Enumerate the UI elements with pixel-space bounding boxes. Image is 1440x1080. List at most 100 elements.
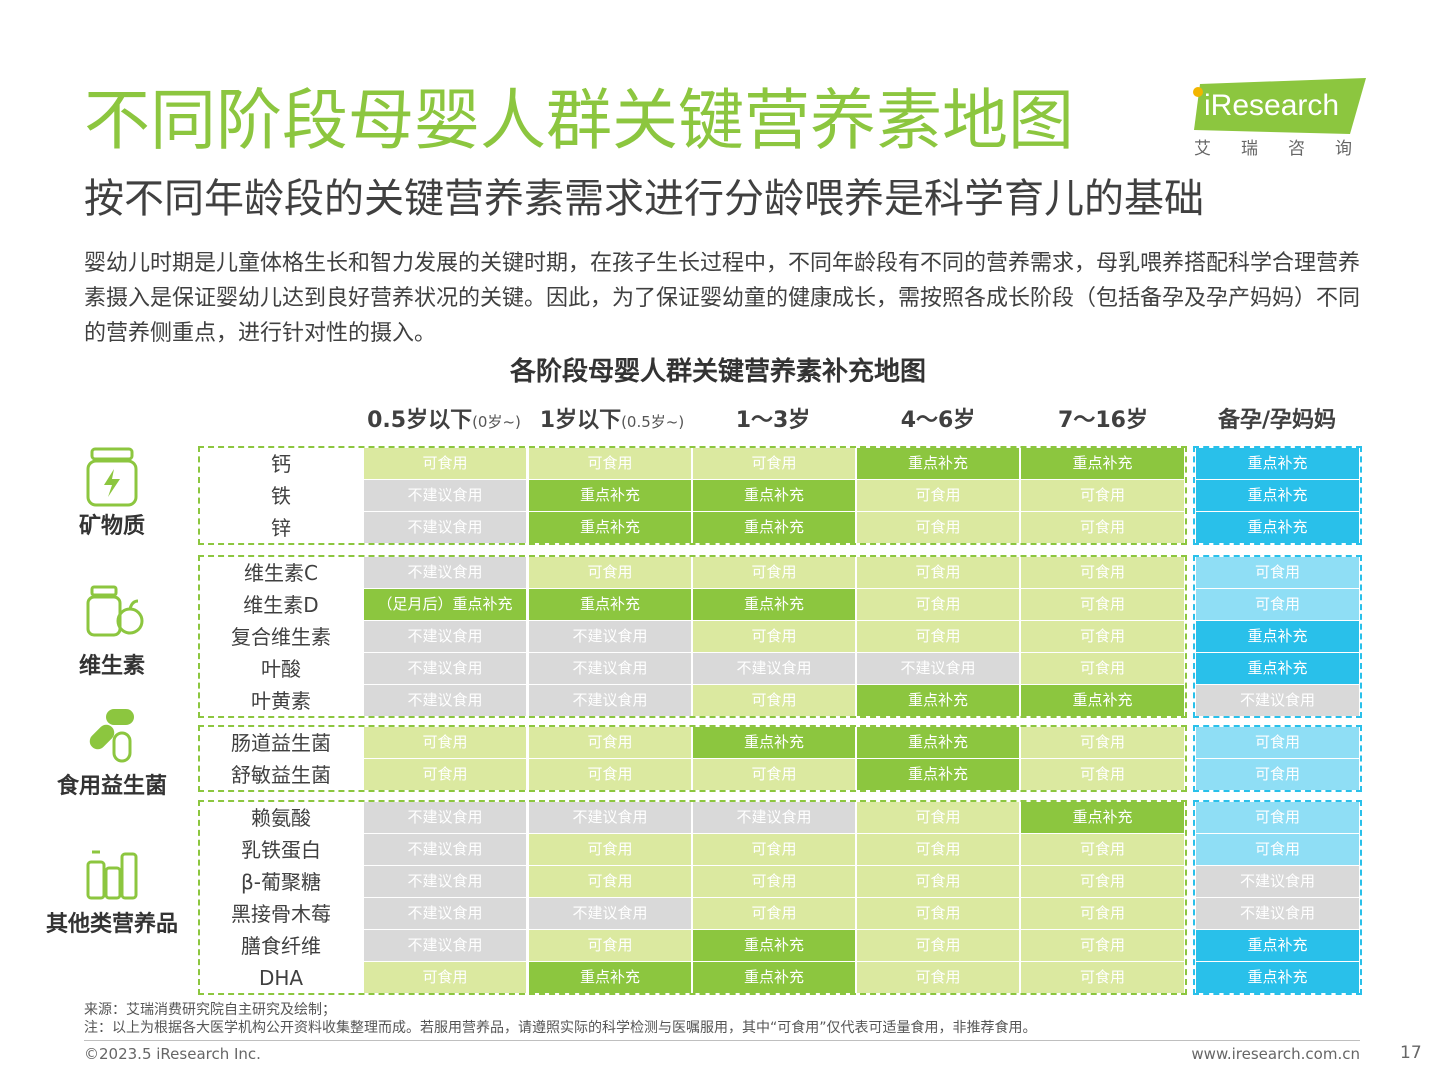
recommendation-cell: 重点补充	[1196, 512, 1359, 543]
nutrient-label: 维生素D	[243, 593, 319, 617]
page-number: 17	[1400, 1043, 1422, 1063]
recommendation-cell: 重点补充	[693, 480, 856, 511]
recommendation-cell: 可食用	[529, 866, 692, 897]
recommendation-cell: 不建议食用	[857, 653, 1020, 684]
recommendation-cell: 可食用	[1021, 727, 1184, 758]
recommendation-cell: 可食用	[364, 759, 527, 790]
footnote: 注：以上为根据各大医学机构公开资料收集整理而成。若服用营养品，请遵照实际的科学检…	[84, 1020, 1037, 1036]
recommendation-cell: 重点补充	[857, 727, 1020, 758]
category-label: 矿物质	[78, 514, 145, 539]
recommendation-cell: 不建议食用	[364, 930, 527, 961]
recommendation-cell: 重点补充	[529, 480, 692, 511]
recommendation-cell: 重点补充	[1196, 930, 1359, 961]
column-header-range: (0.5岁~)	[621, 413, 685, 431]
nutrient-label: DHA	[258, 966, 304, 990]
column-header: 0.5岁以下(0岁~)	[344, 404, 544, 438]
column-header-main: 1～3岁	[735, 408, 811, 433]
nutrient-label: 舒敏益生菌	[231, 763, 331, 787]
recommendation-cell: 可食用	[1196, 589, 1359, 620]
nutrient-label: 黑接骨木莓	[231, 902, 331, 926]
category-label: 食用益生菌	[56, 774, 167, 799]
pregnancy-group-frame	[1193, 725, 1362, 792]
recommendation-cell: 可食用	[529, 448, 692, 479]
recommendation-cell: 不建议食用	[529, 802, 692, 833]
recommendation-cell: 可食用	[364, 962, 527, 993]
recommendation-cell: 可食用	[857, 930, 1020, 961]
recommendation-cell: 可食用	[1196, 557, 1359, 588]
nutrient-label: 乳铁蛋白	[241, 838, 321, 862]
recommendation-cell: 不建议食用	[529, 685, 692, 716]
pregnancy-group-frame	[1193, 555, 1362, 718]
chart-title: 各阶段母婴人群关键营养素补充地图	[509, 357, 926, 387]
nutrient-label: 铁	[271, 484, 291, 508]
iresearch-logo: iResearch 艾瑞咨询	[1190, 78, 1370, 168]
recommendation-cell: 不建议食用	[364, 557, 527, 588]
recommendation-cell: 重点补充	[1021, 802, 1184, 833]
recommendation-cell: 可食用	[1196, 727, 1359, 758]
probiotic-capsule-icon	[84, 707, 140, 767]
recommendation-cell: 重点补充	[693, 930, 856, 961]
logo-word: iResearch	[1204, 89, 1340, 122]
recommendation-cell: 可食用	[693, 898, 856, 929]
group-frame	[198, 800, 1187, 995]
intro-paragraph: 婴幼儿时期是儿童体格生长和智力发展的关键时期，在孩子生长过程中，不同年龄段有不同…	[84, 251, 1361, 346]
recommendation-cell: 可食用	[529, 557, 692, 588]
logo-subtext: 艾瑞咨询	[1194, 139, 1382, 159]
nutrient-label: 复合维生素	[231, 625, 331, 649]
recommendation-cell: 重点补充	[1196, 448, 1359, 479]
recommendation-cell: 不建议食用	[364, 898, 527, 929]
recommendation-cell: 可食用	[857, 557, 1020, 588]
recommendation-cell: 可食用	[693, 557, 856, 588]
recommendation-cell: 不建议食用	[1196, 898, 1359, 929]
recommendation-cell: 可食用	[857, 834, 1020, 865]
recommendation-cell: 重点补充	[1196, 962, 1359, 993]
recommendation-cell: 可食用	[857, 962, 1020, 993]
recommendation-cell: 重点补充	[529, 962, 692, 993]
vitamin-bottle-apple-icon	[84, 585, 144, 645]
recommendation-cell: 可食用	[857, 866, 1020, 897]
column-header-main: 备孕/孕妈妈	[1217, 408, 1337, 433]
recommendation-cell: 不建议食用	[529, 898, 692, 929]
nutrient-label: 维生素C	[244, 561, 318, 585]
source-note: 来源：艾瑞消费研究院自主研究及绘制；	[84, 1002, 336, 1018]
recommendation-cell: 可食用	[364, 448, 527, 479]
supplement-bottles-icon	[84, 848, 140, 908]
pregnancy-group-frame	[1193, 800, 1362, 995]
nutrient-label: 膳食纤维	[241, 934, 321, 958]
recommendation-cell: 不建议食用	[364, 866, 527, 897]
recommendation-cell: 可食用	[857, 802, 1020, 833]
recommendation-cell: 不建议食用	[1196, 685, 1359, 716]
column-header-main: 7～16岁	[1058, 408, 1148, 433]
column-header: 1岁以下(0.5岁~)	[512, 404, 712, 438]
nutrient-label: 叶酸	[261, 657, 301, 681]
recommendation-cell: 可食用	[1021, 653, 1184, 684]
footer-divider	[84, 1040, 1360, 1041]
copyright: ©2023.5 iResearch Inc.	[84, 1045, 261, 1063]
recommendation-cell: 重点补充	[1196, 621, 1359, 652]
recommendation-cell: 不建议食用	[693, 802, 856, 833]
recommendation-cell: 重点补充	[857, 759, 1020, 790]
recommendation-cell: 可食用	[693, 866, 856, 897]
recommendation-cell: 可食用	[693, 834, 856, 865]
recommendation-cell: 不建议食用	[529, 621, 692, 652]
recommendation-cell: 可食用	[1021, 962, 1184, 993]
recommendation-cell: 重点补充	[529, 589, 692, 620]
recommendation-cell: 可食用	[529, 930, 692, 961]
recommendation-cell: 可食用	[1196, 759, 1359, 790]
recommendation-cell: 可食用	[1021, 866, 1184, 897]
recommendation-cell: 可食用	[857, 480, 1020, 511]
recommendation-cell: 不建议食用	[364, 512, 527, 543]
group-frame	[198, 555, 1187, 718]
recommendation-cell: 可食用	[1021, 621, 1184, 652]
nutrient-label: 赖氨酸	[251, 806, 311, 830]
column-header-main: 4～6岁	[900, 408, 976, 433]
recommendation-cell: 不建议食用	[364, 685, 527, 716]
recommendation-cell: 可食用	[857, 621, 1020, 652]
recommendation-cell: 重点补充	[693, 589, 856, 620]
recommendation-cell: 可食用	[693, 621, 856, 652]
category-label: 其他类营养品	[45, 912, 178, 937]
recommendation-cell: 可食用	[1196, 802, 1359, 833]
recommendation-cell: 不建议食用	[364, 480, 527, 511]
group-frame	[198, 446, 1187, 545]
recommendation-cell: 不建议食用	[364, 834, 527, 865]
